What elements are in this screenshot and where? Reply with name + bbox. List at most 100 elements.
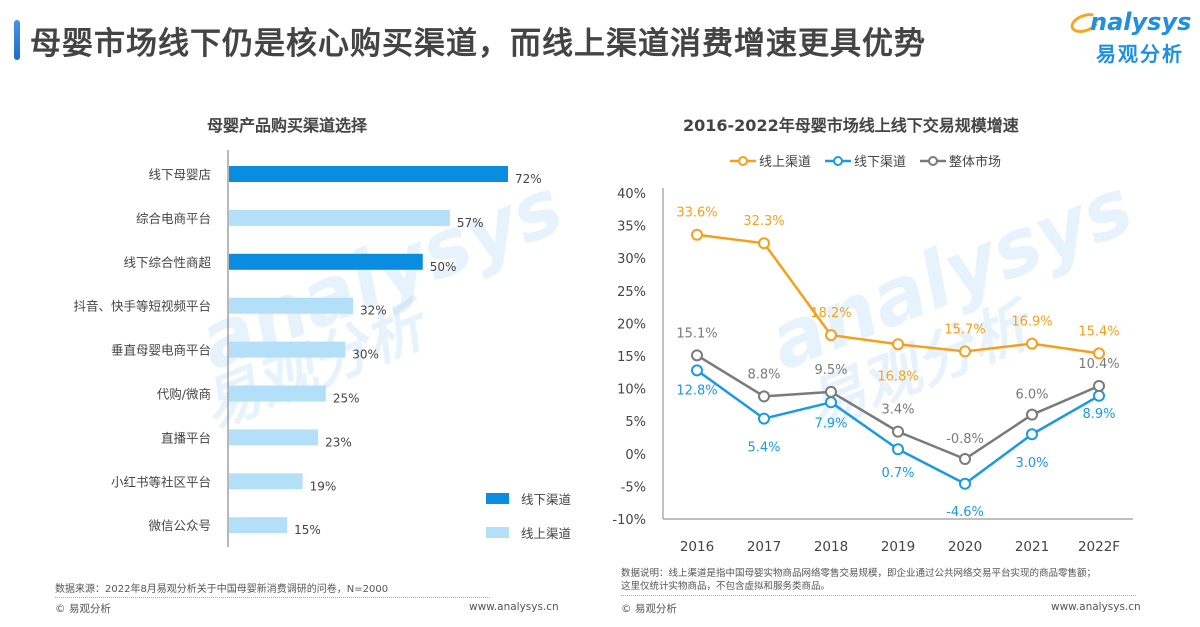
data-point — [959, 345, 971, 358]
data-point — [959, 453, 971, 466]
data-point — [892, 443, 904, 456]
y-tick-label: 15% — [617, 350, 646, 365]
series-line-0 — [696, 233, 1100, 355]
data-point — [1093, 347, 1105, 360]
data-point — [691, 228, 703, 241]
bar-value-label: 72% — [515, 172, 542, 186]
data-label: 15.7% — [944, 322, 985, 337]
data-label: 0.7% — [881, 466, 914, 481]
right-copyright: © 易观分析 — [621, 603, 677, 615]
legend-swatch-online — [486, 527, 509, 538]
x-tick-label: 2019 — [881, 539, 915, 555]
bar-value-label: 15% — [294, 523, 321, 537]
bar-category-label: 线下综合性商超 — [123, 255, 211, 270]
bar-value-label: 32% — [360, 304, 387, 318]
data-point — [758, 390, 770, 403]
legend-marker-online-icon — [730, 155, 756, 166]
legend-offline: 线下渠道 — [486, 489, 571, 508]
data-point — [825, 396, 837, 409]
bar-value-label: 57% — [457, 216, 484, 230]
page-title: 母婴市场线下仍是核心购买渠道，而线上渠道消费增速更具优势 — [30, 26, 926, 62]
bar-chart: 线下母婴店 72% 综合电商平台 57% 线下综合性商超 50% 抖音、快手等短视频平台 32… — [73, 150, 542, 547]
bar-category-label: 代购/微商 — [157, 387, 211, 402]
left-copyright: © 易观分析 — [55, 603, 111, 615]
data-label: -4.6% — [946, 505, 984, 520]
data-point — [758, 412, 770, 425]
legend-label-offline-line: 线下渠道 — [854, 155, 907, 170]
y-tick-label: 30% — [617, 252, 646, 267]
bar-chart-title: 母婴产品购买渠道选择 — [207, 116, 368, 135]
x-tick-label: 2017 — [747, 539, 781, 555]
bar-online — [229, 517, 288, 534]
data-point — [691, 364, 703, 377]
y-tick-label: 20% — [617, 317, 646, 332]
left-source-note: 数据来源：2022年8月易观分析关于中国母婴新消费调研的问卷，N=2000 — [55, 584, 389, 595]
data-point — [1093, 389, 1105, 402]
x-tick-label: 2022F — [1078, 539, 1120, 555]
bar-online — [229, 209, 450, 226]
data-label: 10.4% — [1078, 357, 1119, 372]
bar-offline — [229, 166, 508, 182]
data-label: 16.9% — [1011, 315, 1052, 330]
legend-label-online-line: 线上渠道 — [759, 155, 812, 170]
legend-item-total: 整体市场 — [920, 151, 1001, 170]
legend-label-total-line: 整体市场 — [949, 155, 1002, 170]
y-tick-label: 5% — [625, 415, 646, 430]
data-label: 12.8% — [676, 383, 717, 398]
data-point — [892, 338, 904, 351]
right-divider — [621, 595, 1136, 596]
legend-marker-total-icon — [920, 155, 947, 166]
bar-online — [229, 429, 319, 446]
bar-online — [229, 297, 353, 314]
data-label: -0.8% — [946, 432, 984, 447]
right-data-note-1: 数据说明：线上渠道是指中国母婴实物商品网络零售交易规模，即企业通过公共网络交易平… — [621, 568, 1097, 579]
data-point — [1026, 428, 1038, 441]
bar-value-label: 23% — [325, 435, 352, 449]
data-point — [1093, 379, 1105, 392]
x-tick-label: 2018 — [814, 539, 848, 555]
data-label: 7.9% — [814, 416, 847, 431]
data-label: 8.9% — [1082, 407, 1115, 422]
data-label: 8.8% — [747, 367, 780, 382]
y-tick-label: 40% — [617, 187, 646, 202]
data-label: 9.5% — [814, 363, 847, 378]
data-label: 15.4% — [1078, 324, 1119, 339]
x-tick-label: 2020 — [948, 539, 982, 555]
data-label: 33.6% — [676, 206, 717, 221]
bar-category-label: 微信公众号 — [148, 518, 211, 533]
analysys-logo: nalysys 易观分析 — [1067, 8, 1195, 70]
data-label: 3.4% — [881, 403, 914, 418]
line-chart-title: 2016-2022年母婴市场线上线下交易规模增速 — [683, 116, 1019, 135]
bar-category-label: 直播平台 — [161, 430, 211, 445]
data-point — [825, 385, 837, 398]
y-tick-label: 0% — [625, 448, 646, 463]
data-label: 16.8% — [877, 369, 918, 384]
bar-category-label: 小红书等社区平台 — [111, 474, 211, 489]
logo-text-cn: 易观分析 — [1096, 42, 1184, 66]
bar-value-label: 30% — [352, 348, 379, 362]
y-tick-label: 25% — [617, 285, 646, 300]
bar-value-label: 19% — [310, 479, 337, 493]
data-point — [758, 237, 770, 250]
legend-online: 线上渠道 — [486, 523, 571, 542]
line-chart-legend: 线上渠道 线下渠道 整体市场 — [730, 151, 1015, 170]
title-accent-bar — [14, 20, 20, 60]
logo-text-en: nalysys — [1090, 8, 1192, 36]
bar-category-label: 垂直母婴电商平台 — [111, 343, 211, 358]
data-label: 3.0% — [1015, 456, 1048, 471]
line-chart: 40% 35% 30% 25% 20% 15% 10% 5% 0% -5% -10% 2016 2017… — [612, 187, 1133, 555]
data-label: 15.1% — [676, 326, 717, 341]
bar-category-label: 抖音、快手等短视频平台 — [73, 299, 211, 314]
legend-swatch-offline — [486, 493, 509, 504]
legend-item-offline: 线下渠道 — [825, 151, 906, 170]
data-point — [959, 477, 971, 490]
bar-online — [229, 473, 303, 490]
y-tick-label: 35% — [617, 220, 646, 235]
left-website: www.analysys.cn — [469, 601, 559, 613]
x-tick-label: 2021 — [1015, 539, 1049, 555]
bar-online — [229, 385, 326, 402]
bar-offline — [229, 253, 423, 270]
data-label: 5.4% — [747, 441, 780, 456]
bar-category-label: 线下母婴店 — [148, 167, 211, 182]
data-point — [1026, 337, 1038, 350]
